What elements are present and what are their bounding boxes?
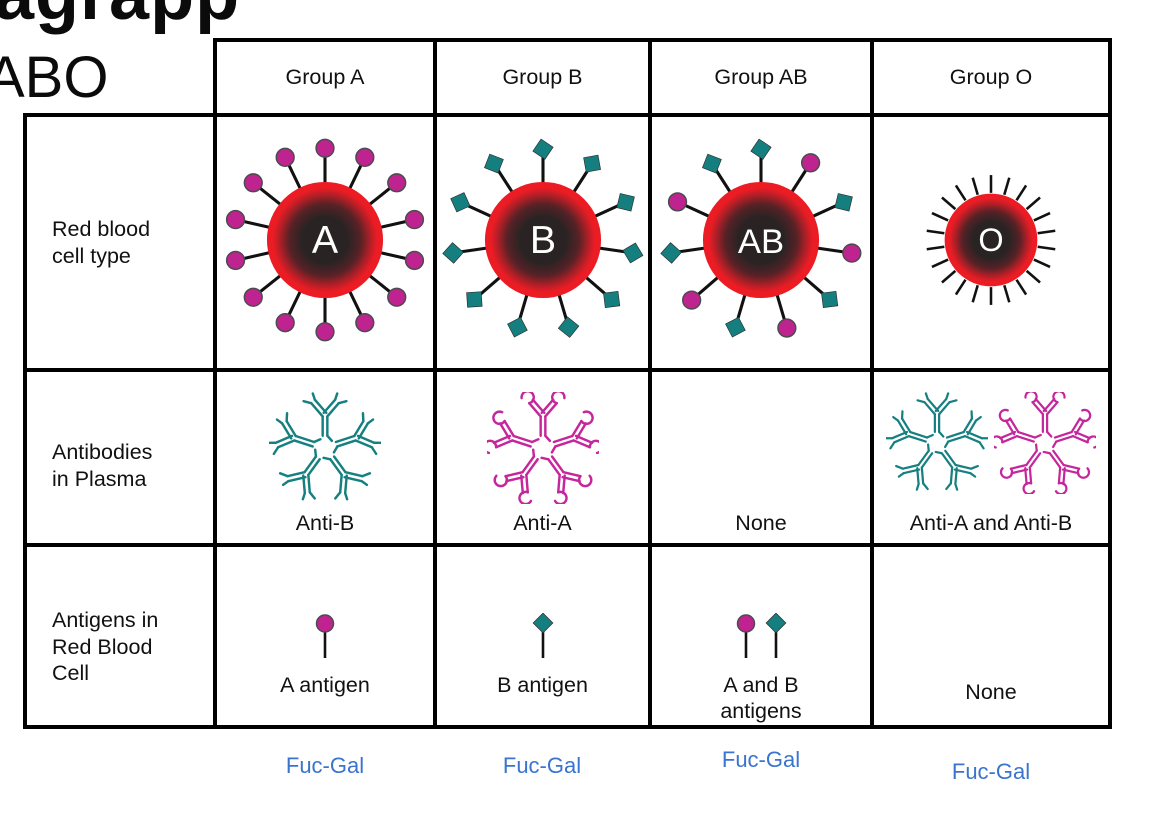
row-header-line: Red Blood: [52, 634, 153, 659]
antibody-cell-group-b: Anti-A: [435, 370, 650, 545]
row-header-line: cell type: [52, 243, 131, 268]
antibody-star-anti-a: [486, 392, 599, 504]
a-and-b-antigen-icons: [731, 612, 791, 666]
antigen-label-line: antigens: [720, 699, 802, 724]
column-header-group-ab: Group AB: [714, 65, 808, 89]
svg-text:AB: AB: [738, 223, 784, 261]
antibody-cell-group-ab: None: [650, 370, 872, 545]
row-header-line: Antibodies: [52, 439, 153, 464]
rbc-cell-group-o: O: [872, 115, 1110, 370]
antigen-label-line: B antigen: [497, 673, 588, 697]
row-header-antibodies-in-plasma: Antibodies in Plasma: [25, 370, 215, 545]
rbc-illustration-b: B: [440, 137, 646, 348]
column-header-group-b: Group B: [502, 65, 583, 89]
antigen-cell-group-o: None: [872, 545, 1110, 727]
rbc-cell-group-ab: AB: [650, 115, 872, 370]
cropped-app-title: agrapp: [0, 0, 240, 36]
a-antigen-icon: [310, 613, 340, 666]
antigen-label: A and B antigens: [720, 672, 801, 724]
antigen-label-line: A antigen: [280, 673, 370, 697]
page-title: ABO: [0, 45, 109, 110]
fucgal-annotation-group-ab: Fuc-Gal: [721, 747, 801, 772]
fucgal-annotation-group-b: Fuc-Gal: [502, 753, 582, 778]
antigen-label: None: [965, 679, 1016, 705]
row-header-line: in Plasma: [52, 466, 147, 491]
antigen-label-line: A and B: [723, 673, 799, 697]
svg-text:B: B: [529, 218, 555, 262]
antibody-label: Anti-B: [295, 511, 355, 535]
row-header-line: Cell: [52, 661, 90, 686]
antigen-label: B antigen: [497, 672, 588, 698]
row-header-red-blood-cell-type: Red blood cell type: [25, 115, 215, 370]
fucgal-annotation-group-a: Fuc-Gal: [285, 753, 365, 778]
antibody-star-anti-a-and-anti-b: [886, 392, 1096, 494]
row-header-antigens-in-rbc: Antigens in Red Blood Cell: [25, 545, 215, 727]
antigen-cell-group-ab: A and B antigens: [650, 545, 872, 727]
column-header-group-o: Group O: [949, 65, 1033, 89]
antibody-label: None: [735, 511, 787, 535]
antigen-cell-group-b: B antigen: [435, 545, 650, 727]
rbc-illustration-a: A: [222, 137, 428, 348]
antibody-cell-group-o: Anti-A and Anti-B: [872, 370, 1110, 545]
fucgal-annotation-group-o: Fuc-Gal: [951, 759, 1031, 784]
antibody-label: Anti-A and Anti-B: [909, 511, 1073, 535]
antibody-star-anti-b: [269, 392, 381, 504]
svg-text:A: A: [312, 218, 339, 262]
row-header-line: Red blood: [52, 216, 151, 241]
antigen-cell-group-a: A antigen: [215, 545, 435, 727]
rbc-illustration-ab: AB: [658, 137, 864, 348]
rbc-illustration-o: O: [906, 155, 1076, 330]
antibody-label: Anti-A: [513, 511, 572, 535]
svg-text:O: O: [978, 222, 1003, 258]
antigen-label: A antigen: [280, 672, 370, 698]
b-antigen-icon: [528, 612, 558, 666]
row-header-line: Antigens in: [52, 608, 159, 633]
column-header-group-a: Group A: [285, 65, 365, 89]
antibody-cell-group-a: Anti-B: [215, 370, 435, 545]
rbc-cell-group-b: B: [435, 115, 650, 370]
antigen-label-line: None: [965, 680, 1017, 704]
rbc-cell-group-a: A: [215, 115, 435, 370]
